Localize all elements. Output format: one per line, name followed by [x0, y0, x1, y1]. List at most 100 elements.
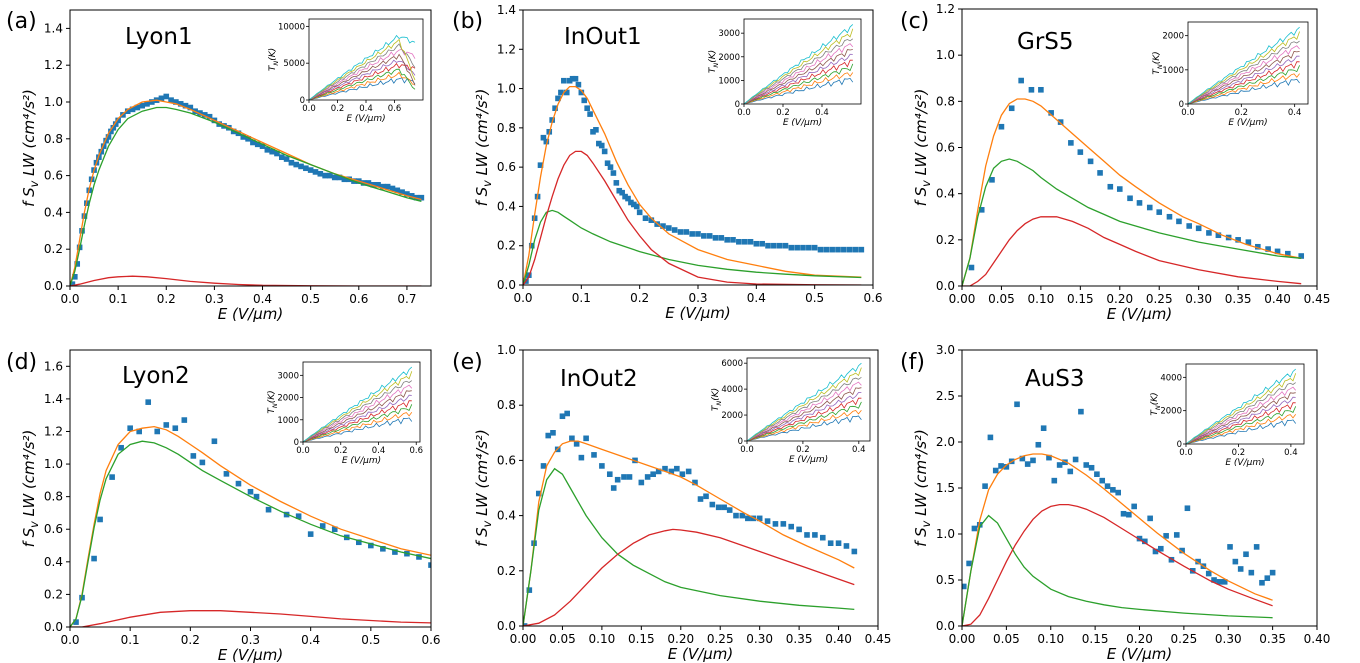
data-point [1179, 547, 1185, 554]
data-point [1115, 489, 1121, 496]
data-point [650, 471, 656, 477]
data-point [564, 410, 570, 417]
data-point [747, 238, 754, 245]
inset-curve [1188, 55, 1300, 104]
data-point [674, 465, 680, 472]
data-point [596, 140, 602, 147]
y-tick-label: 0.6 [44, 522, 63, 536]
x-tick-label: 0.35 [1225, 292, 1252, 306]
x-tick-label: 0.4 [301, 633, 320, 647]
data-point [765, 242, 771, 249]
data-point [610, 170, 617, 176]
inset-y-tick-label: 2000 [1160, 407, 1182, 417]
inset-curve [1188, 31, 1300, 104]
inset-x-tick-label: 0.2 [776, 108, 790, 118]
axes-frame [69, 9, 432, 287]
inset-x-tick-label: 0.0 [737, 108, 751, 118]
x-tick-label: 0.40 [825, 632, 852, 646]
inset-curve [744, 53, 853, 104]
data-point [606, 471, 613, 477]
data-point [1107, 183, 1114, 190]
y-axis-label: f Sv LW (cm⁴/s²) [912, 429, 933, 547]
data-point [253, 493, 260, 500]
inset-curve [1188, 73, 1300, 104]
axes-frame [69, 349, 432, 628]
inset: 0.0 0.2 0.4 0 2000 4000 6000 E (V/μm) TN(K) [711, 357, 871, 465]
data-point [1067, 468, 1074, 475]
data-point [245, 136, 251, 142]
inset-curve [309, 38, 416, 100]
data-point [1298, 253, 1305, 259]
inset-x-tick-label: 0.6 [409, 446, 423, 456]
data-point [1014, 401, 1020, 408]
data-point [578, 454, 585, 461]
data-point [671, 227, 678, 233]
inset-x-tick-label: 0.4 [372, 446, 386, 456]
data-point [118, 444, 124, 451]
data-point [573, 441, 580, 447]
data-point [1003, 464, 1010, 470]
plot-area [523, 75, 865, 285]
data-point [139, 102, 145, 109]
inset-y-tick-label: 6000 [721, 359, 743, 369]
x-tick-label: 0.20 [667, 632, 694, 646]
inset-curve [303, 412, 413, 442]
data-point [1265, 246, 1271, 252]
inset-y-axis-label: TN(K) [1152, 51, 1164, 74]
data-point [1176, 218, 1182, 225]
data-point [1008, 105, 1015, 112]
inset-y-axis-label: TN(K) [711, 388, 723, 411]
data-point [677, 229, 684, 235]
y-tick-label: 0.2 [497, 564, 516, 578]
data-point [380, 183, 386, 190]
data-point [535, 490, 542, 497]
inset-y-tick-label: 2000 [718, 53, 740, 63]
inset-curve [1186, 392, 1296, 444]
data-point [1195, 225, 1202, 232]
data-point [622, 193, 628, 200]
data-point [199, 459, 206, 466]
inset-curve [744, 24, 854, 104]
data-point [739, 512, 746, 519]
data-point [660, 223, 666, 229]
inset-curve [1186, 396, 1296, 444]
data-point [322, 172, 328, 179]
data-point [788, 523, 795, 530]
inset-frame [743, 18, 862, 105]
panel-title: Lyon1 [125, 24, 193, 50]
data-point [259, 143, 266, 149]
data-point [776, 242, 783, 249]
data-point [607, 164, 614, 170]
data-point [668, 468, 675, 475]
x-tick-label: 0.25 [707, 632, 734, 646]
data-point [1035, 441, 1042, 448]
data-point [1126, 511, 1132, 518]
data-point [756, 515, 763, 522]
data-point [418, 194, 425, 201]
inset-x-axis-label: E (V/μm) [1225, 458, 1264, 468]
x-tick-label: 0.25 [1171, 632, 1198, 646]
y-tick-label: 0.8 [936, 94, 955, 108]
inset-curve [303, 417, 413, 442]
data-point [81, 213, 88, 219]
data-point [1221, 579, 1228, 585]
data-point [581, 97, 588, 104]
data-point [978, 207, 985, 213]
inset-y-tick-label: 1000 [1162, 66, 1184, 76]
data-point [1166, 213, 1173, 220]
x-tick-label: 0.10 [589, 632, 616, 646]
x-tick-label: 0.0 [60, 633, 79, 647]
data-point [1259, 579, 1265, 586]
data-point [631, 201, 637, 208]
x-tick-label: 0.20 [1126, 632, 1153, 646]
y-tick-label: 1.2 [44, 424, 63, 438]
data-point [307, 167, 314, 173]
data-point [780, 521, 787, 527]
x-tick-label: 0.6 [349, 292, 368, 306]
x-tick-label: 0.4 [747, 291, 766, 305]
fit-line-red [962, 503, 1273, 626]
x-tick-label: 0.0 [513, 291, 532, 305]
data-point [841, 246, 847, 253]
data-point [706, 233, 713, 239]
